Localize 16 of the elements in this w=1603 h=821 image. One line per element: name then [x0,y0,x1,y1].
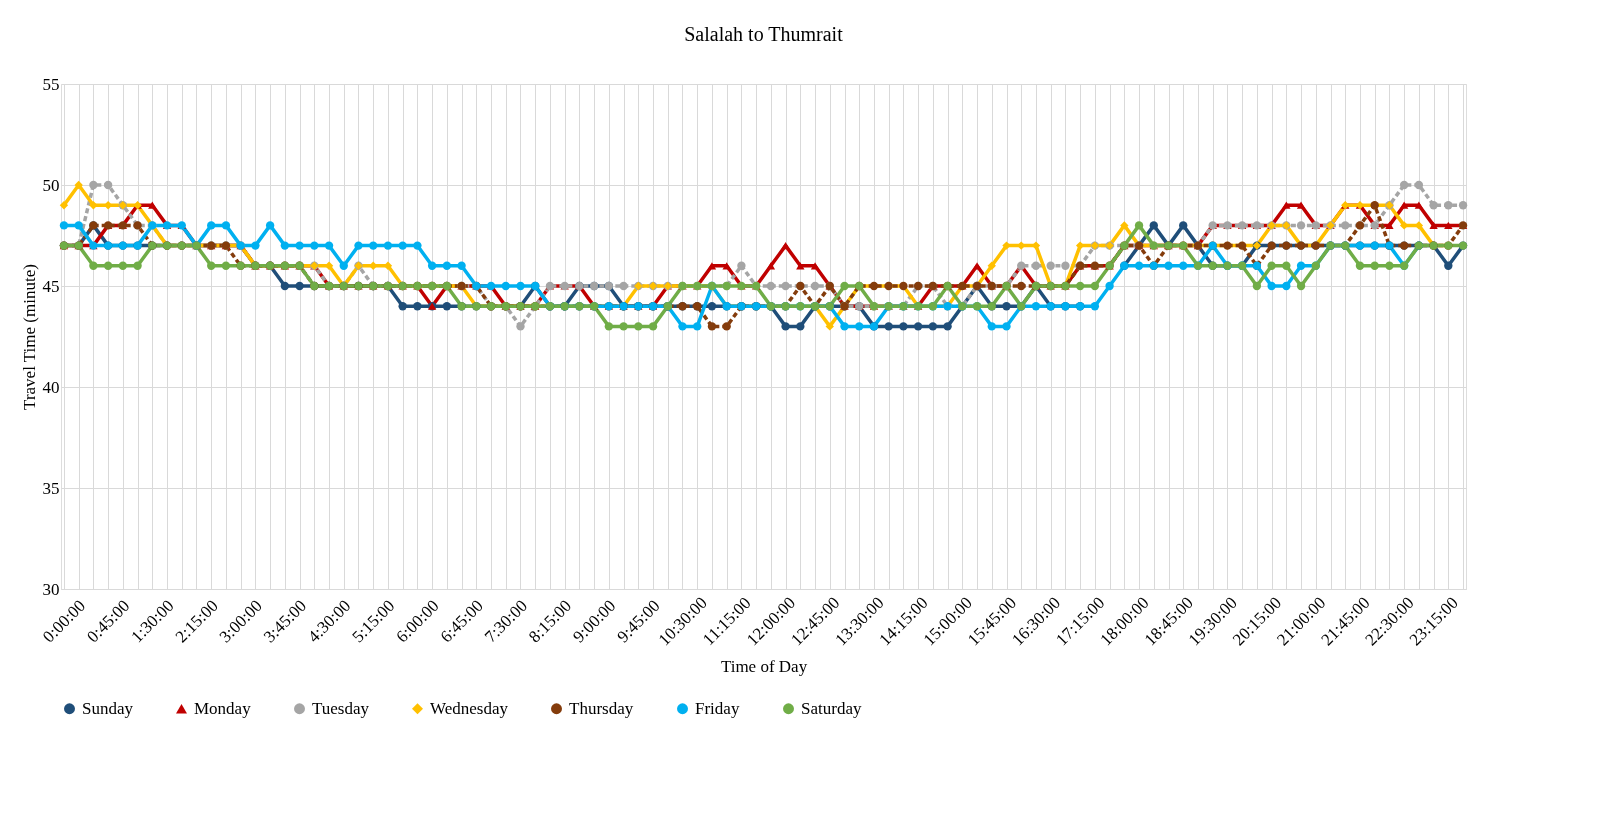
legend-label: Sunday [82,698,134,718]
x-axis-title: Time of Day [720,656,808,676]
y-tick-label: 45 [42,276,60,296]
y-tick-label: 50 [42,175,60,195]
y-tick-label: 30 [42,579,60,599]
y-tick-label: 35 [42,478,60,498]
legend-label: Wednesday [430,698,509,718]
legend-label: Friday [695,698,740,718]
y-tick-label: 55 [42,74,60,94]
y-axis-title: Travel Time (minute) [19,264,39,410]
chart-title: Salalah to Thumrait [684,23,844,45]
legend-label: Tuesday [312,698,370,718]
y-tick-label: 40 [42,377,60,397]
legend-label: Monday [194,698,252,718]
legend-label: Saturday [801,698,862,718]
legend-label: Thursday [569,698,634,718]
